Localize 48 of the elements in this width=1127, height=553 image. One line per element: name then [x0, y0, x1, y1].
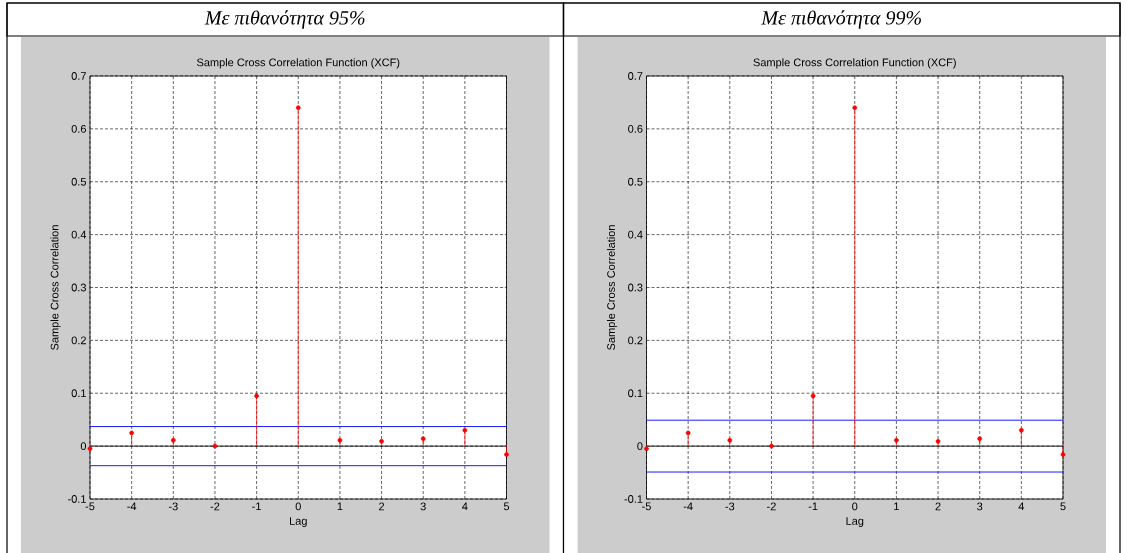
- y-tick-label: 0.2: [628, 336, 643, 345]
- x-tick-label: 1: [894, 502, 899, 511]
- x-tick-label: 5: [503, 502, 510, 511]
- x-axis-title: Lag: [846, 517, 864, 528]
- chart-title: Με πιθανότητα 95%: [204, 10, 365, 29]
- y-tick-label: 0.1: [71, 389, 86, 398]
- y-axis-title: Sample Cross Correlation: [606, 225, 618, 350]
- chart-subtitle: Sample Cross Correlation Function (XCF): [753, 58, 956, 69]
- x-tick-label: 2: [935, 502, 941, 511]
- x-axis-title: Lag: [289, 517, 307, 528]
- y-axis-title: Sample Cross Correlation: [50, 225, 61, 350]
- x-tick-label: -3: [725, 502, 735, 511]
- x-tick-label: -4: [127, 502, 137, 511]
- chart-title: Με πιθανότητα 99%: [761, 10, 921, 29]
- x-tick-label: -2: [767, 502, 776, 511]
- x-tick-label: 4: [1018, 502, 1025, 511]
- x-tick-label: 4: [462, 502, 468, 511]
- x-tick-label: 1: [337, 502, 343, 511]
- x-tick-label: 3: [420, 502, 426, 511]
- x-tick-label: -1: [252, 502, 261, 511]
- y-tick-label: 0.4: [71, 230, 87, 239]
- y-tick-label: 0: [637, 442, 643, 451]
- y-tick-label: 0.3: [628, 283, 643, 292]
- chart-subtitle: Sample Cross Correlation Function (XCF): [196, 58, 400, 69]
- y-tick-label: 0.5: [628, 177, 643, 186]
- x-tick-label: -4: [683, 502, 693, 511]
- y-tick-label: 0.6: [628, 124, 643, 133]
- y-tick-label: 0.4: [628, 230, 643, 239]
- y-tick-label: 0.2: [71, 336, 86, 345]
- y-tick-label: 0.3: [71, 283, 86, 292]
- x-tick-label: 5: [1060, 502, 1066, 511]
- x-tick-label: -1: [808, 502, 818, 511]
- y-tick-label: 0.6: [71, 124, 86, 133]
- y-tick-label: -0.1: [624, 495, 643, 503]
- y-tick-label: 0: [80, 442, 87, 451]
- y-tick-label: 0.1: [628, 389, 643, 398]
- x-tick-label: -3: [168, 502, 178, 511]
- x-tick-label: -2: [210, 502, 220, 511]
- x-tick-label: -5: [642, 502, 651, 511]
- x-tick-label: 0: [295, 502, 301, 511]
- x-tick-label: 2: [379, 502, 385, 511]
- y-tick-label: 0.7: [628, 72, 643, 80]
- y-tick-label: -0.1: [68, 495, 86, 503]
- x-tick-label: 0: [852, 502, 858, 511]
- y-tick-label: 0.5: [71, 177, 87, 186]
- y-tick-label: 0.7: [71, 72, 86, 80]
- x-tick-label: 3: [977, 502, 983, 511]
- x-tick-label: -5: [85, 502, 95, 511]
